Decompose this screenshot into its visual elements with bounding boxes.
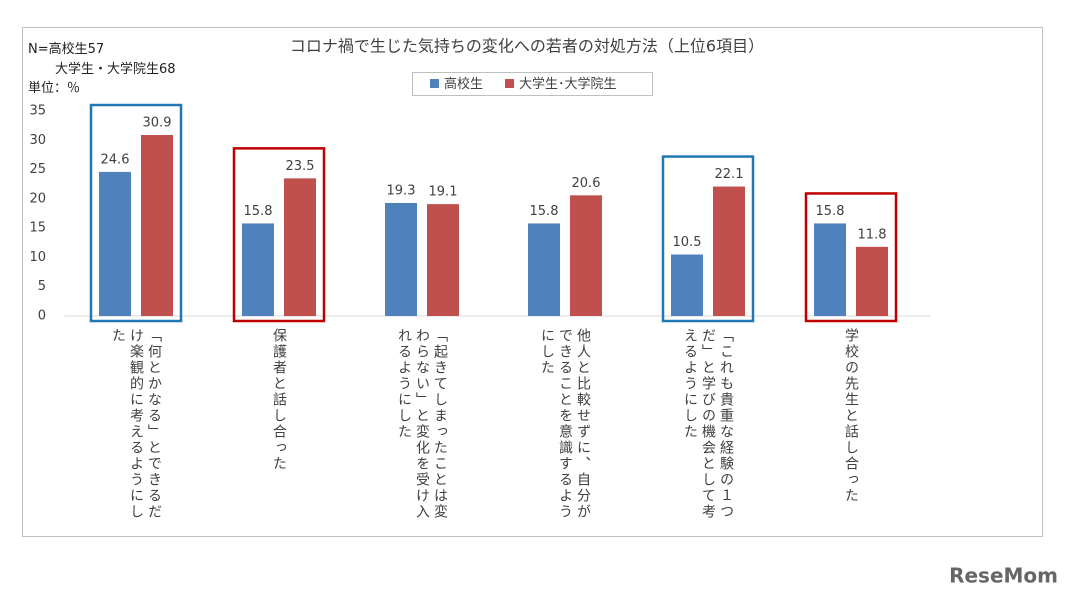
bar: [242, 223, 274, 316]
highlight-frame: [89, 103, 183, 323]
legend-swatch: [430, 79, 439, 88]
legend-box: [412, 72, 653, 96]
highlight-frame: [804, 192, 898, 323]
y-tick-label: 35: [29, 104, 46, 119]
bar: [671, 254, 703, 316]
legend-swatch: [505, 79, 515, 88]
data-label: 24.6: [101, 152, 130, 167]
legend-label: 高校生: [444, 76, 483, 92]
watermark: ReseMom: [949, 564, 1058, 588]
highlight-frame: [661, 155, 755, 323]
data-label: 10.5: [673, 235, 702, 250]
y-tick-label: 30: [29, 133, 46, 148]
bar: [427, 204, 459, 316]
y-tick-label: 10: [29, 250, 46, 265]
bar: [814, 223, 846, 316]
bar: [284, 178, 316, 316]
bar: [570, 195, 602, 316]
y-tick-label: 0: [38, 309, 46, 324]
data-label: 15.8: [816, 204, 845, 219]
x-tick-label: 学校の先生と話し合った: [843, 328, 859, 504]
y-tick-label: 20: [29, 191, 46, 206]
data-label: 11.8: [858, 227, 887, 242]
note: 大学生・大学院生68: [55, 62, 176, 77]
data-label: 22.1: [715, 167, 744, 182]
data-label: 19.3: [387, 183, 416, 198]
note: 単位：％: [28, 81, 81, 96]
x-tick-label: 保護者と話し合った: [271, 328, 287, 472]
x-tick-label: 「何とかなる」とできるだけ楽観的に考えるようにした: [110, 328, 162, 520]
x-tick-label: 「これも貴重な経験の１つだ」と学びの機会として考えるようにした: [682, 328, 734, 520]
y-tick-label: 15: [29, 221, 46, 236]
y-tick-label: 25: [29, 162, 46, 177]
x-tick-label: 「起きてしまったことは変わらない」と変化を受け入れるようにした: [396, 328, 448, 520]
bar: [713, 186, 745, 316]
chart-title: コロナ禍で生じた気持ちの変化への若者の対処方法（上位6項目）: [290, 37, 764, 56]
bar: [99, 171, 131, 316]
bar: [141, 135, 173, 316]
data-label: 15.8: [530, 204, 559, 219]
x-tick-label: 他人と比較せずに、自分ができることを意識するようにした: [539, 328, 591, 520]
legend-label: 大学生･大学院生: [519, 76, 617, 92]
data-label: 30.9: [143, 116, 172, 131]
bar: [385, 202, 417, 316]
highlight-frame: [232, 147, 326, 323]
y-tick-label: 5: [38, 279, 46, 294]
data-label: 19.1: [429, 185, 458, 200]
bar: [528, 223, 560, 316]
data-label: 15.8: [244, 204, 273, 219]
data-label: 23.5: [286, 159, 315, 174]
bar: [856, 246, 888, 316]
note: N=高校生57: [28, 42, 105, 57]
data-label: 20.6: [572, 176, 601, 191]
